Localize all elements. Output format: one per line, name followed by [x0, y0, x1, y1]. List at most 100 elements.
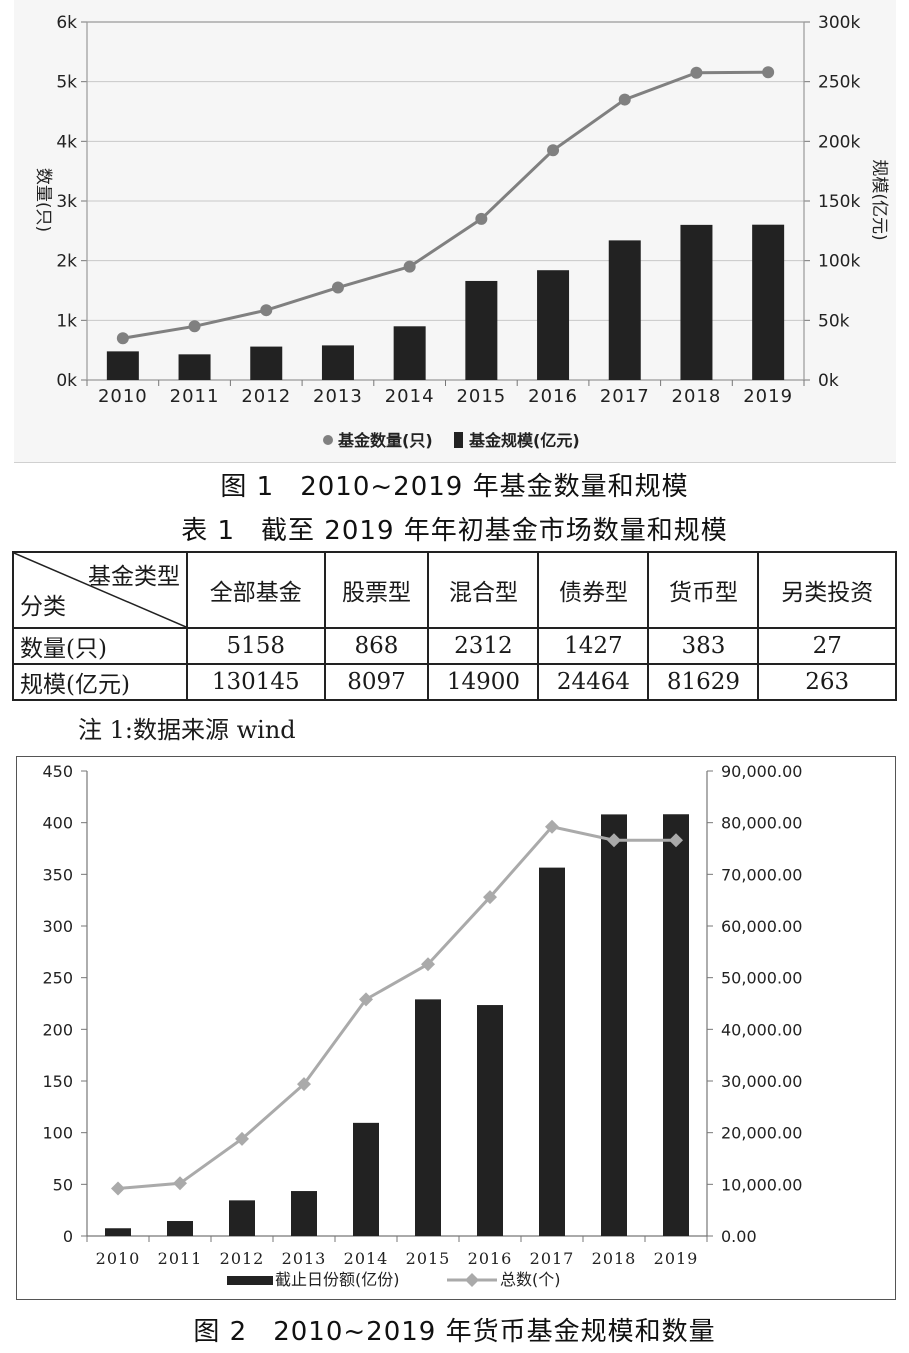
table-col-header: 货币型 — [647, 551, 760, 629]
x-tick-label: 2011 — [170, 386, 220, 407]
figure-1-caption-text: 2010~2019 年基金数量和规模 — [300, 472, 689, 502]
chart-2-svg: 0 0.00 50 10,000.00 100 20,000.00 150 30,000.00… — [42, 762, 802, 1289]
series-line — [122, 70, 769, 340]
x-tick-label: 2011 — [158, 1249, 203, 1268]
bar — [465, 280, 498, 380]
legend-count-marker — [323, 435, 333, 445]
table-1-title-text: 截至 2019 年年初基金市场数量和规模 — [261, 516, 728, 546]
line-point — [618, 93, 631, 106]
y-left-tick-label: 450 — [42, 762, 73, 781]
y-right-tick-label: 10,000.00 — [721, 1175, 802, 1194]
y-left-axis-title: 数量(只) — [33, 168, 53, 232]
bar — [752, 224, 785, 380]
table-cell: 383 — [647, 627, 760, 665]
x-tick-label: 2013 — [313, 386, 363, 407]
bar — [601, 814, 627, 1236]
line-point — [762, 66, 775, 79]
y-left-tick-label: 50 — [53, 1175, 73, 1194]
bar — [477, 1005, 503, 1236]
line-point — [235, 1131, 249, 1146]
y-right-tick-label: 60,000.00 — [721, 917, 802, 936]
x-tick-label: 2012 — [241, 386, 291, 407]
y-left-tick-label: 100 — [42, 1124, 73, 1143]
y-left-tick-label: 2k — [56, 252, 77, 272]
y-right-tick-label: 40,000.00 — [721, 1020, 802, 1039]
line-point — [331, 281, 344, 294]
figure-1-chart: 0k 0k 1k 50k 2k 100k 3k 150k 4k 200k 5k 250k 6k 300k 2… — [14, 0, 896, 463]
x-tick-label: 2016 — [528, 386, 578, 407]
y-left-tick-label: 0 — [63, 1227, 73, 1246]
y-left-tick-label: 4k — [56, 132, 77, 152]
legend-total-label: 总数(个) — [500, 1270, 561, 1289]
table-cell: 8097 — [323, 663, 430, 701]
table-row-label: 数量(只) — [12, 627, 188, 665]
x-tick-label: 2010 — [96, 1249, 141, 1268]
x-tick-label: 2018 — [672, 386, 722, 407]
bar — [680, 224, 713, 380]
bar — [250, 346, 283, 380]
table-cell: 24464 — [537, 663, 650, 701]
line-point — [607, 833, 621, 848]
y-left-tick-label: 400 — [42, 814, 73, 833]
table-cell: 130145 — [186, 663, 326, 701]
y-right-tick-label: 300k — [818, 13, 860, 33]
table-cell: 1427 — [537, 627, 650, 665]
x-tick-label: 2012 — [220, 1249, 265, 1268]
line-point — [545, 819, 559, 834]
data-source-note: 注 1:数据来源 wind — [78, 716, 296, 744]
bar — [106, 351, 139, 380]
y-right-tick-label: 150k — [818, 192, 860, 212]
line-point — [297, 1077, 311, 1092]
bar — [321, 345, 354, 380]
line-point — [359, 992, 373, 1007]
y-right-tick-label: 200k — [818, 132, 860, 152]
table-1-title: 表 1 截至 2019 年年初基金市场数量和规模 — [0, 510, 909, 547]
y-right-tick-label: 0.00 — [721, 1227, 757, 1246]
x-tick-label: 2010 — [98, 386, 148, 407]
legend-scale-marker — [454, 432, 463, 448]
figure-2-chart: 0 0.00 50 10,000.00 100 20,000.00 150 30,000.00… — [16, 756, 896, 1300]
y-left-tick-label: 5k — [56, 73, 77, 93]
y-left-tick-label: 200 — [42, 1020, 73, 1039]
table-col-header: 股票型 — [323, 551, 430, 629]
y-right-tick-label: 30,000.00 — [721, 1072, 802, 1091]
legend-scale-label: 基金规模(亿元) — [468, 431, 580, 450]
line-point — [421, 957, 435, 972]
table-1-title-label: 表 1 — [181, 516, 236, 546]
line-point — [547, 144, 560, 157]
line-point — [690, 66, 703, 79]
figure-1-caption-label: 图 1 — [220, 472, 275, 502]
figure-1-caption: 图 1 2010~2019 年基金数量和规模 — [0, 466, 909, 503]
x-tick-label: 2019 — [743, 386, 793, 407]
table-cell: 27 — [757, 627, 897, 665]
table-cell: 263 — [757, 663, 897, 701]
legend-share-label: 截止日份额(亿份) — [275, 1270, 400, 1289]
y-right-tick-label: 70,000.00 — [721, 865, 802, 884]
legend-count-label: 基金数量(只) — [337, 431, 433, 450]
bar — [537, 270, 570, 380]
table-corner-diagonal — [14, 553, 186, 627]
fund-market-table: 基金类型 分类 全部基金 股票型 混合型 债券型 货币型 另类投资 数量(只) … — [12, 551, 897, 701]
bar — [105, 1228, 131, 1236]
table-cell: 5158 — [186, 627, 326, 665]
figure-2-caption-text: 2010~2019 年货币基金规模和数量 — [273, 1317, 716, 1347]
line-point — [173, 1176, 187, 1191]
y-right-tick-label: 50,000.00 — [721, 969, 802, 988]
bar — [291, 1191, 317, 1236]
y-left-tick-label: 1k — [56, 311, 77, 331]
legend-share-marker — [227, 1276, 273, 1285]
x-tick-label: 2019 — [654, 1249, 699, 1268]
table-row: 规模(亿元) 130145 8097 14900 24464 81629 263 — [12, 663, 897, 701]
legend-total-marker — [465, 1273, 479, 1287]
table-col-header: 债券型 — [537, 551, 650, 629]
figure-2-caption-label: 图 2 — [193, 1317, 248, 1347]
y-right-axis-title: 规模(亿元) — [869, 159, 889, 240]
x-tick-label: 2014 — [344, 1249, 389, 1268]
table-col-header: 全部基金 — [186, 551, 326, 629]
bar — [167, 1221, 193, 1236]
line-point — [260, 304, 273, 317]
y-right-tick-label: 250k — [818, 73, 860, 93]
y-right-tick-label: 80,000.00 — [721, 814, 802, 833]
y-left-tick-label: 6k — [56, 13, 77, 33]
table-header-row: 基金类型 分类 全部基金 股票型 混合型 债券型 货币型 另类投资 — [12, 551, 897, 629]
